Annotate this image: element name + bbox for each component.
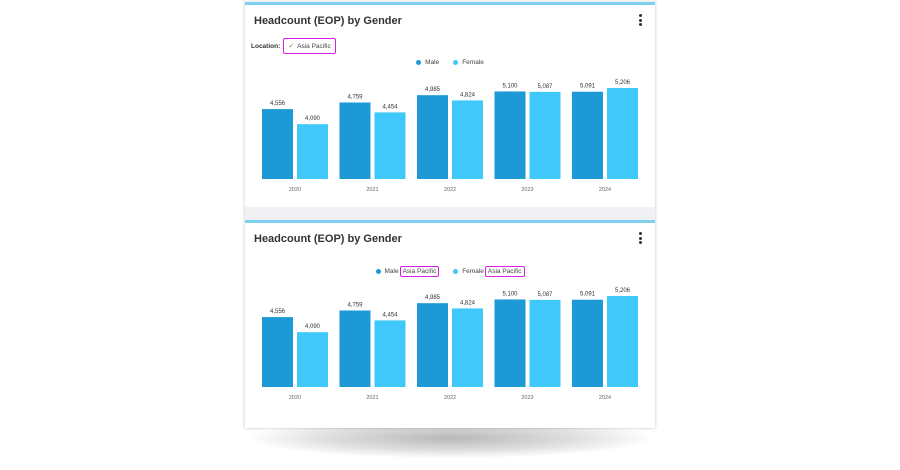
panel-title: Headcount (EOP) by Gender — [254, 233, 402, 245]
x-tick-label: 2024 — [599, 395, 611, 401]
data-label: 5,206 — [615, 288, 631, 294]
data-label: 5,100 — [502, 291, 518, 297]
legend-item-male[interactable]: Male Asia Pacific — [375, 266, 440, 277]
filter-label: Location: — [251, 42, 281, 50]
data-label: 5,091 — [580, 84, 596, 90]
chart-panel-1: Headcount (EOP) by Gender Location: ✓ As… — [245, 2, 655, 207]
bar-male-2021[interactable] — [339, 102, 371, 179]
bar-male-2023[interactable] — [494, 299, 526, 387]
bar-female-2023[interactable] — [529, 299, 561, 387]
bar-male-2023[interactable] — [494, 91, 526, 179]
bar-male-2021[interactable] — [339, 310, 371, 387]
legend-label-female: Female — [462, 268, 484, 275]
data-label: 4,090 — [305, 324, 321, 330]
legend-item-female[interactable]: Female Asia Pacific — [453, 266, 525, 277]
legend-label-male: Male — [425, 59, 440, 66]
bar-male-2024[interactable] — [572, 299, 603, 387]
data-label: 4,824 — [460, 300, 476, 306]
panel-title: Headcount (EOP) by Gender — [254, 15, 402, 27]
x-tick-label: 2022 — [444, 187, 456, 193]
data-label: 4,454 — [382, 312, 398, 318]
bar-chart: 4,556 4,090 2020 4,759 4,454 2021 4,985 4,824 20… — [262, 80, 638, 193]
data-label: 5,087 — [537, 84, 553, 90]
bar-chart: 4,556 4,090 2020 4,759 4,454 2021 4,985 4,824 20… — [262, 288, 638, 401]
x-tick-label: 2023 — [521, 395, 533, 401]
filter-value: Asia Pacific — [297, 42, 331, 50]
x-tick-label: 2022 — [444, 395, 456, 401]
x-tick-label: 2020 — [289, 395, 301, 401]
legend-swatch-male — [375, 269, 381, 274]
more-vertical-icon[interactable] — [637, 232, 643, 246]
location-filter: Location: ✓ Asia Pacific — [251, 38, 336, 54]
check-icon: ✓ — [288, 43, 295, 50]
legend-swatch-female — [453, 60, 459, 65]
data-label: 4,454 — [382, 104, 398, 110]
x-tick-label: 2021 — [366, 187, 378, 193]
chart-panel-2: Headcount (EOP) by Gender Male Asia Paci… — [245, 220, 655, 428]
legend-label-female: Female — [462, 59, 484, 66]
bar-male-2022[interactable] — [417, 303, 448, 387]
bar-female-2021[interactable] — [374, 112, 406, 179]
data-label: 4,985 — [425, 87, 441, 93]
bar-female-2022[interactable] — [452, 100, 483, 179]
legend-item-male[interactable]: Male — [416, 59, 439, 66]
data-label: 5,091 — [580, 292, 596, 298]
legend-label-male: Male — [384, 268, 399, 275]
legend-tag-female: Asia Pacific — [484, 266, 525, 277]
bar-female-2024[interactable] — [607, 296, 638, 387]
data-label: 4,556 — [270, 309, 286, 315]
x-tick-label: 2020 — [289, 187, 301, 193]
bar-female-2024[interactable] — [607, 88, 638, 179]
data-label: 5,100 — [502, 83, 518, 89]
data-label: 4,759 — [347, 302, 363, 308]
data-label: 4,985 — [425, 295, 441, 301]
data-label: 5,206 — [615, 80, 631, 86]
data-label: 4,759 — [347, 94, 363, 100]
bar-male-2020[interactable] — [262, 109, 293, 179]
chart-legend: Male Female — [245, 59, 655, 66]
bar-female-2021[interactable] — [374, 320, 406, 387]
x-tick-label: 2024 — [599, 187, 611, 193]
legend-tag-male: Asia Pacific — [399, 266, 440, 277]
bar-female-2023[interactable] — [529, 91, 561, 179]
bar-female-2020[interactable] — [297, 124, 328, 179]
legend-swatch-female — [453, 269, 459, 274]
x-tick-label: 2021 — [366, 395, 378, 401]
bar-female-2020[interactable] — [297, 332, 328, 387]
chart-legend: Male Asia Pacific Female Asia Pacific — [245, 266, 655, 277]
data-label: 4,824 — [460, 92, 476, 98]
more-vertical-icon[interactable] — [637, 14, 643, 28]
data-label: 4,556 — [270, 101, 286, 107]
legend-swatch-male — [416, 60, 422, 65]
data-label: 4,090 — [305, 116, 321, 122]
x-tick-label: 2023 — [521, 187, 533, 193]
legend-item-female[interactable]: Female — [453, 59, 484, 66]
bar-female-2022[interactable] — [452, 308, 483, 387]
bar-male-2020[interactable] — [262, 317, 293, 387]
bar-male-2022[interactable] — [417, 95, 448, 179]
bar-male-2024[interactable] — [572, 91, 603, 179]
filter-chip[interactable]: ✓ Asia Pacific — [283, 38, 336, 54]
data-label: 5,087 — [537, 292, 553, 298]
dashboard-frame: Headcount (EOP) by Gender Location: ✓ As… — [245, 0, 655, 428]
